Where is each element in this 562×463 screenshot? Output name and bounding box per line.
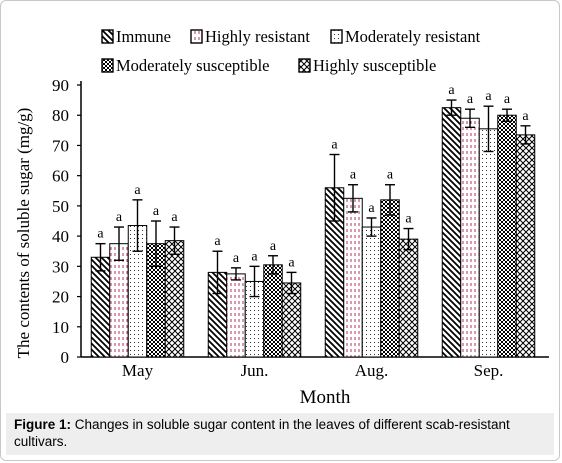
legend-label-2: Moderately resistant (345, 27, 481, 46)
x-tick-label: May (122, 361, 154, 380)
significance-label: a (350, 168, 357, 183)
bar-moderately-susceptible-1 (263, 264, 283, 358)
x-tick-label: Aug. (355, 361, 389, 380)
bar-highly-susceptible-0 (164, 240, 185, 358)
significance-label: a (485, 89, 492, 104)
legend-label-1: Highly resistant (205, 27, 310, 46)
legend-swatch-0 (101, 29, 114, 44)
significance-label: a (134, 183, 141, 198)
bar-highly-resistant-2 (343, 197, 363, 358)
significance-label: a (270, 239, 277, 254)
bar-moderately-susceptible-3 (497, 114, 517, 358)
y-tick-label: 10 (52, 318, 69, 337)
significance-label: a (405, 212, 412, 227)
y-axis-title: The contents of soluble sugar (mg/g) (14, 108, 33, 359)
bar-moderately-resistant-2 (361, 226, 382, 358)
bar-immune-0 (90, 256, 111, 358)
x-tick-label: Sep. (474, 361, 504, 380)
bar-highly-susceptible-2 (398, 238, 419, 358)
figure-caption: Figure 1: Changes in soluble sugar conte… (6, 413, 554, 455)
y-tick-label: 60 (52, 167, 69, 186)
bar-highly-susceptible-3 (515, 134, 536, 358)
bar-moderately-susceptible-2 (380, 199, 400, 358)
bar-immune-3 (441, 107, 462, 358)
legend-swatch-2 (330, 29, 343, 44)
y-tick-label: 80 (52, 106, 69, 125)
significance-label: a (387, 168, 394, 183)
y-tick-label: 0 (61, 348, 70, 367)
significance-label: a (467, 92, 474, 107)
significance-label: a (171, 210, 178, 225)
significance-label: a (448, 83, 455, 98)
x-axis-title: Month (300, 387, 351, 408)
legend-label-4: Highly susceptible (313, 56, 436, 75)
y-tick-label: 70 (52, 136, 69, 155)
bar-moderately-resistant-3 (478, 128, 499, 358)
y-tick-label: 90 (52, 76, 69, 95)
soluble-sugar-bar-chart: Immune Highly resistant Moderately resista… (14, 27, 549, 408)
legend-label-0: Immune (116, 27, 171, 46)
legend-label-3: Moderately susceptible (116, 56, 270, 75)
significance-label: a (288, 255, 295, 270)
significance-label: a (97, 227, 104, 242)
chart-legend: Immune Highly resistant Moderately resista… (101, 27, 481, 75)
bar-highly-resistant-3 (460, 117, 480, 358)
significance-label: a (504, 92, 511, 107)
y-tick-label: 40 (52, 227, 69, 246)
caption-label: Figure 1: (14, 417, 72, 432)
significance-label: a (233, 251, 240, 266)
chart-axes: 0 10 20 30 40 50 60 70 80 90 The contents of solub… (14, 76, 549, 408)
significance-label: a (153, 204, 160, 219)
significance-label: a (116, 210, 123, 225)
legend-swatch-1 (190, 29, 203, 44)
legend-swatch-4 (298, 58, 311, 73)
caption-text: Changes in soluble sugar content in the … (14, 417, 510, 449)
significance-label: a (522, 109, 529, 124)
y-tick-label: 20 (52, 288, 69, 307)
y-tick-label: 30 (52, 257, 69, 276)
x-tick-label: Jun. (241, 361, 269, 380)
legend-swatch-3 (101, 58, 114, 73)
y-tick-label: 50 (52, 197, 69, 216)
significance-label: a (331, 138, 338, 153)
significance-label: a (214, 234, 221, 249)
significance-label: a (251, 249, 258, 264)
significance-label: a (368, 201, 375, 216)
bar-highly-resistant-1 (226, 273, 246, 358)
